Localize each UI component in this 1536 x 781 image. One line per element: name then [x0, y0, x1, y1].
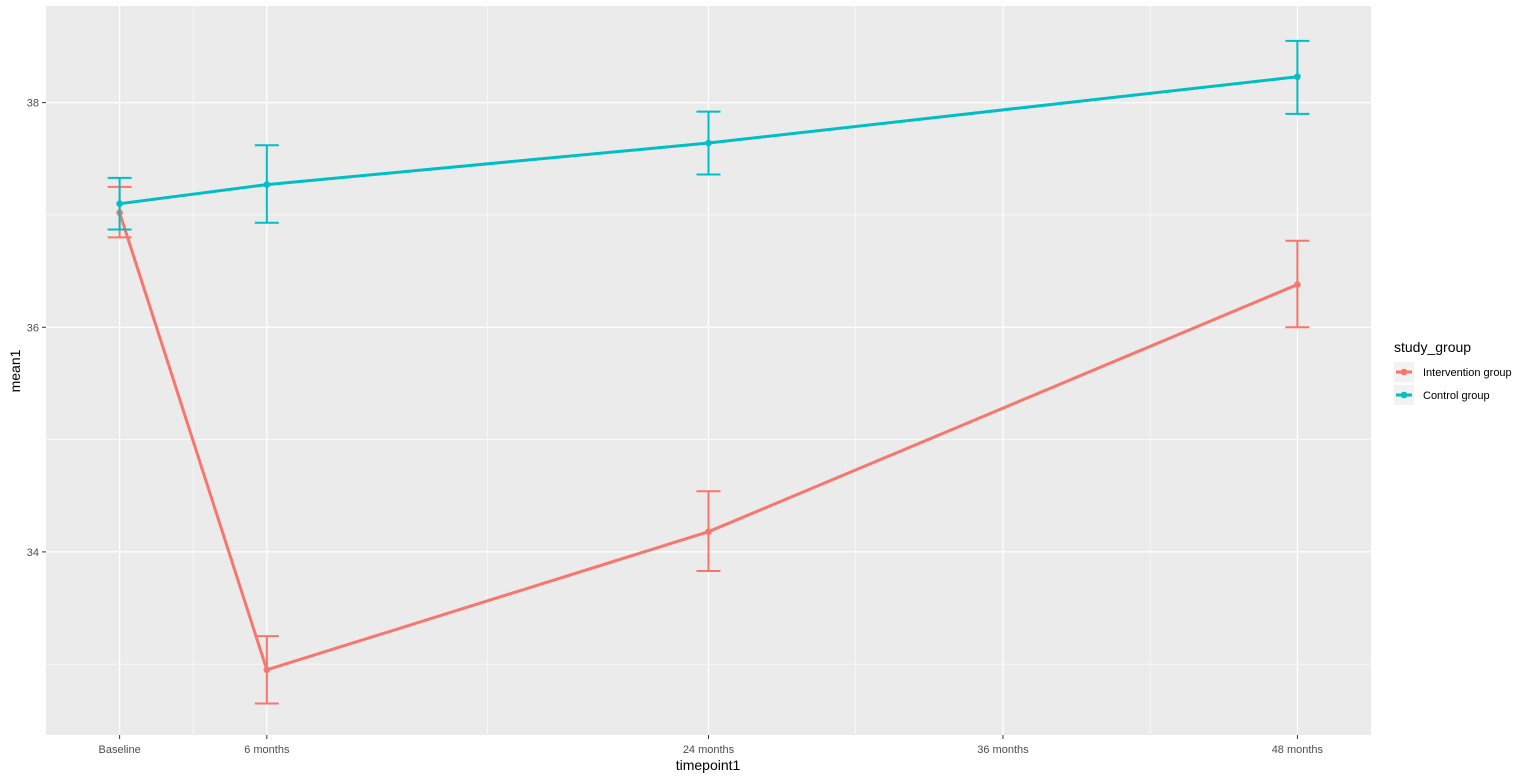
legend-item: Control group: [1394, 385, 1490, 405]
data-point: [705, 528, 712, 535]
y-axis-title: mean1: [7, 349, 23, 392]
data-point: [1294, 281, 1301, 288]
x-tick-label: 24 months: [683, 744, 735, 756]
data-point: [263, 666, 271, 674]
data-point: [705, 139, 712, 147]
legend-item: Intervention group: [1394, 362, 1512, 382]
series-control-group: [107, 39, 1310, 231]
legend-key-point: [1400, 391, 1408, 399]
legend-key-point: [1400, 368, 1408, 376]
x-tick-label: 48 months: [1272, 744, 1324, 756]
legend-label: Intervention group: [1423, 367, 1512, 379]
major-gridlines: [46, 6, 1371, 735]
x-tick-label: 36 months: [977, 744, 1029, 756]
data-point: [263, 181, 271, 188]
x-tick-label: 6 months: [244, 744, 290, 756]
y-axis: 34 36 38: [27, 98, 46, 559]
y-tick-label: 34: [27, 547, 39, 559]
x-axis: Baseline 6 months 24 months 36 months 48 mon…: [99, 735, 1324, 756]
series-line: [118, 212, 1298, 672]
legend-title: study_group: [1394, 339, 1471, 355]
series-line: [119, 75, 1298, 206]
legend-label: Control group: [1423, 390, 1490, 402]
series-intervention-group: [107, 185, 1310, 705]
y-tick-label: 38: [27, 98, 39, 110]
legend: study_group Intervention group Control gr…: [1394, 339, 1512, 405]
data-point: [116, 200, 123, 207]
data-point: [1294, 73, 1301, 81]
series-layer: [107, 39, 1310, 705]
x-tick-label: Baseline: [99, 744, 141, 756]
x-axis-title: timepoint1: [676, 757, 741, 773]
y-tick-label: 36: [27, 322, 39, 334]
legend-items: Intervention group Control group: [1394, 362, 1512, 405]
